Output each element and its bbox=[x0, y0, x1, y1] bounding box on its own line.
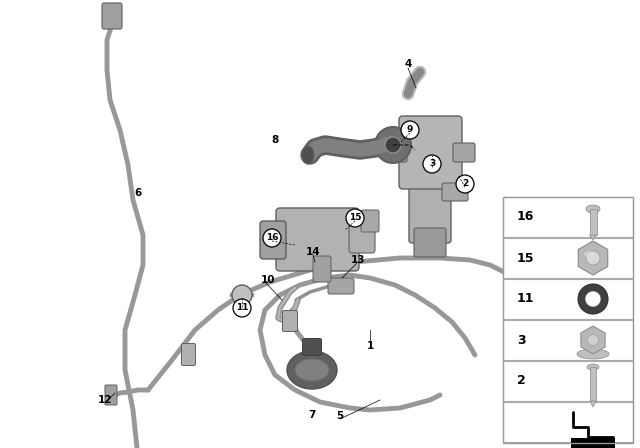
FancyBboxPatch shape bbox=[102, 3, 122, 29]
Circle shape bbox=[578, 284, 608, 314]
Polygon shape bbox=[589, 235, 596, 240]
Circle shape bbox=[585, 291, 601, 307]
Bar bbox=[503, 238, 633, 278]
FancyBboxPatch shape bbox=[328, 278, 354, 294]
FancyBboxPatch shape bbox=[313, 256, 331, 282]
Text: 15: 15 bbox=[349, 214, 361, 223]
Circle shape bbox=[346, 209, 364, 227]
Text: 3: 3 bbox=[517, 333, 525, 346]
FancyBboxPatch shape bbox=[361, 210, 379, 232]
Text: 15: 15 bbox=[517, 251, 534, 264]
Ellipse shape bbox=[302, 146, 314, 164]
Text: 2: 2 bbox=[462, 180, 468, 189]
Text: 1: 1 bbox=[366, 341, 374, 351]
Text: 8: 8 bbox=[271, 135, 278, 145]
Bar bbox=[503, 197, 633, 443]
FancyBboxPatch shape bbox=[260, 221, 286, 259]
FancyBboxPatch shape bbox=[385, 138, 407, 162]
Text: 12: 12 bbox=[98, 395, 112, 405]
Text: 2: 2 bbox=[517, 375, 525, 388]
Ellipse shape bbox=[577, 349, 609, 359]
Bar bbox=[589, 209, 596, 235]
Text: 14: 14 bbox=[306, 247, 320, 257]
Text: 3: 3 bbox=[429, 159, 435, 168]
FancyBboxPatch shape bbox=[276, 208, 359, 271]
Circle shape bbox=[385, 137, 401, 153]
Text: 9: 9 bbox=[407, 125, 413, 134]
Bar bbox=[590, 367, 596, 401]
Circle shape bbox=[456, 175, 474, 193]
Ellipse shape bbox=[584, 251, 594, 257]
Text: 7: 7 bbox=[308, 410, 316, 420]
Circle shape bbox=[263, 229, 281, 247]
FancyBboxPatch shape bbox=[399, 116, 462, 189]
Polygon shape bbox=[581, 326, 605, 354]
Polygon shape bbox=[579, 241, 608, 275]
Circle shape bbox=[233, 299, 251, 317]
FancyBboxPatch shape bbox=[453, 143, 475, 162]
Bar bbox=[503, 279, 633, 319]
FancyBboxPatch shape bbox=[414, 228, 446, 257]
FancyBboxPatch shape bbox=[513, 272, 527, 292]
Bar bbox=[503, 402, 633, 442]
FancyBboxPatch shape bbox=[282, 310, 298, 332]
Text: 11: 11 bbox=[236, 303, 248, 313]
Bar bbox=[503, 197, 633, 237]
FancyBboxPatch shape bbox=[418, 133, 442, 157]
FancyBboxPatch shape bbox=[182, 344, 195, 366]
Polygon shape bbox=[590, 401, 596, 407]
Text: 11: 11 bbox=[517, 293, 534, 306]
FancyBboxPatch shape bbox=[442, 183, 468, 201]
Bar bbox=[503, 361, 633, 401]
Text: 10: 10 bbox=[260, 275, 275, 285]
Ellipse shape bbox=[295, 359, 329, 381]
Ellipse shape bbox=[586, 205, 600, 213]
FancyBboxPatch shape bbox=[105, 385, 117, 405]
Text: 4: 4 bbox=[404, 59, 412, 69]
Circle shape bbox=[375, 127, 411, 163]
FancyBboxPatch shape bbox=[409, 147, 451, 243]
Ellipse shape bbox=[587, 364, 599, 370]
Circle shape bbox=[401, 121, 419, 139]
Circle shape bbox=[588, 335, 598, 345]
FancyBboxPatch shape bbox=[518, 279, 532, 297]
FancyBboxPatch shape bbox=[303, 339, 321, 356]
Circle shape bbox=[586, 251, 600, 265]
FancyBboxPatch shape bbox=[349, 225, 375, 253]
Circle shape bbox=[423, 155, 441, 173]
Circle shape bbox=[232, 285, 252, 305]
Text: 13: 13 bbox=[351, 255, 365, 265]
Bar bbox=[503, 320, 633, 360]
Ellipse shape bbox=[287, 351, 337, 389]
Text: 5: 5 bbox=[337, 411, 344, 421]
Text: 6: 6 bbox=[134, 188, 141, 198]
Bar bbox=[571, 438, 615, 448]
Text: 16: 16 bbox=[266, 233, 278, 242]
Text: 16: 16 bbox=[517, 211, 534, 224]
